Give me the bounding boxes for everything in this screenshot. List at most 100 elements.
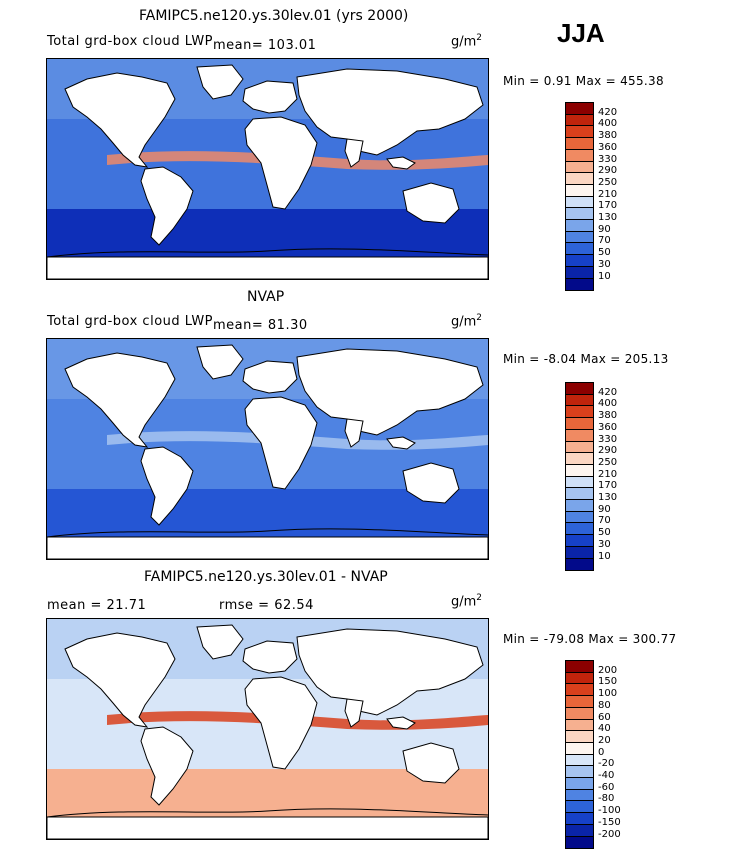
land-outline	[296, 348, 484, 436]
panel-subtitle-obs: Total grd-box cloud LWPmean= 81.30	[47, 314, 308, 333]
colorbar-label: 50	[598, 247, 611, 259]
stats-diff: Min = -79.08 Max = 300.77	[503, 632, 677, 646]
colorbar-swatch	[565, 741, 594, 755]
colorbar-label: 30	[598, 258, 611, 270]
land-outline	[296, 628, 484, 716]
colorbar-label: 10	[598, 550, 611, 562]
colorbar-label: 400	[598, 398, 618, 410]
colorbar-label: 130	[598, 492, 618, 503]
colorbar-swatch	[565, 382, 594, 395]
colorbar-label: 70	[598, 515, 611, 527]
colorbar-swatch	[565, 148, 594, 162]
colorbar-swatch	[565, 254, 594, 267]
colorbar-swatch	[565, 788, 594, 802]
colorbar-swatch	[565, 428, 594, 442]
colorbar-swatch	[565, 195, 594, 209]
land-outline	[296, 68, 484, 156]
colorbar-label: 40	[598, 723, 611, 735]
colorbar-swatch	[565, 800, 594, 814]
land-outline	[402, 742, 460, 784]
colorbar-swatch	[565, 207, 594, 220]
colorbar-label: 150	[598, 676, 618, 688]
panel-subtitle-model: Total grd-box cloud LWPmean= 103.01	[47, 34, 316, 53]
mean-value: mean= 81.30	[213, 318, 308, 333]
mean-value: mean= 103.01	[213, 38, 317, 53]
colorbar-label: 330	[598, 433, 618, 445]
colorbar-label: 20	[598, 734, 611, 746]
rmse-value-diff: rmse = 62.54	[219, 598, 314, 613]
colorbar-label: -100	[598, 805, 621, 817]
panel-title-obs: NVAP	[247, 289, 285, 305]
colorbar-swatch	[565, 125, 594, 139]
colorbar-swatch	[565, 440, 594, 454]
colorbar-swatch	[565, 718, 594, 732]
land-outline	[242, 360, 298, 394]
colorbar-swatch	[565, 695, 594, 708]
land-outline	[244, 676, 318, 770]
land-outline	[344, 138, 364, 168]
colorbar-swatch	[565, 393, 594, 407]
colorbar-label: 360	[598, 141, 618, 153]
antarctic-coast	[47, 808, 488, 818]
map-panel-obs	[46, 338, 489, 560]
colorbar-swatch	[565, 730, 594, 743]
colorbar-label: 0	[598, 746, 605, 758]
colorbar-label: -40	[598, 770, 615, 781]
colorbar-label: 250	[598, 456, 618, 468]
colorbar-swatch	[565, 405, 594, 419]
season-label: JJA	[557, 18, 605, 48]
colorbar-swatch	[565, 706, 594, 720]
land-outline	[244, 396, 318, 490]
colorbar-label: -80	[598, 793, 615, 805]
panel-title-model: FAMIPC5.ne120.ys.30lev.01 (yrs 2000)	[139, 8, 409, 24]
land-outline	[244, 116, 318, 210]
colorbar-swatch	[565, 160, 594, 174]
colorbar-label: 130	[598, 212, 618, 223]
colorbar-swatch	[565, 683, 594, 697]
land-outline	[344, 698, 364, 728]
colorbar-swatch	[565, 812, 594, 825]
colorbar-label: 200	[598, 664, 618, 676]
land-outline	[196, 624, 244, 660]
colorbar-label: 210	[598, 188, 618, 200]
colorbar-swatch	[565, 230, 594, 244]
antarctic-coast	[47, 528, 488, 538]
units-base: g/m	[451, 34, 477, 50]
colorbar-label: 250	[598, 176, 618, 188]
land-outline	[402, 182, 460, 224]
colorbar-label: 420	[598, 106, 618, 118]
colorbar-swatch	[565, 777, 594, 790]
colorbar-label: 170	[598, 480, 618, 492]
colorbar-swatch	[565, 557, 594, 572]
colorbar-swatch	[565, 265, 594, 279]
colorbar-label: -200	[598, 828, 621, 840]
colorbar-label: 30	[598, 538, 611, 550]
colorbar-swatch	[565, 545, 594, 559]
colorbar-label: 290	[598, 165, 618, 177]
colorbar-swatch	[565, 499, 594, 512]
colorbar-swatch	[565, 113, 594, 127]
colorbar-label: 400	[598, 118, 618, 130]
land-outline	[386, 156, 416, 170]
colorbar-label: -150	[598, 816, 621, 828]
colorbar-swatch	[565, 417, 594, 430]
land-outline	[344, 418, 364, 448]
colorbar-swatch	[565, 522, 594, 536]
colorbar-label: 210	[598, 468, 618, 480]
stats-model: Min = 0.91 Max = 455.38	[503, 74, 664, 88]
colorbar-label: 60	[598, 711, 611, 723]
colorbar-swatch	[565, 534, 594, 547]
land-outline	[64, 72, 176, 168]
units-exponent: 2	[476, 593, 483, 603]
land-outline	[47, 816, 488, 839]
antarctic-coast	[47, 248, 488, 258]
units-exponent: 2	[476, 313, 483, 323]
land-outline	[64, 632, 176, 728]
units-base: g/m	[451, 314, 477, 330]
units-label: g/m2	[451, 313, 482, 329]
colorbar-swatch	[565, 475, 594, 489]
colorbar-swatch	[565, 183, 594, 197]
land-outline	[196, 64, 244, 100]
colorbar-swatch	[565, 671, 594, 685]
land-outline	[242, 640, 298, 674]
